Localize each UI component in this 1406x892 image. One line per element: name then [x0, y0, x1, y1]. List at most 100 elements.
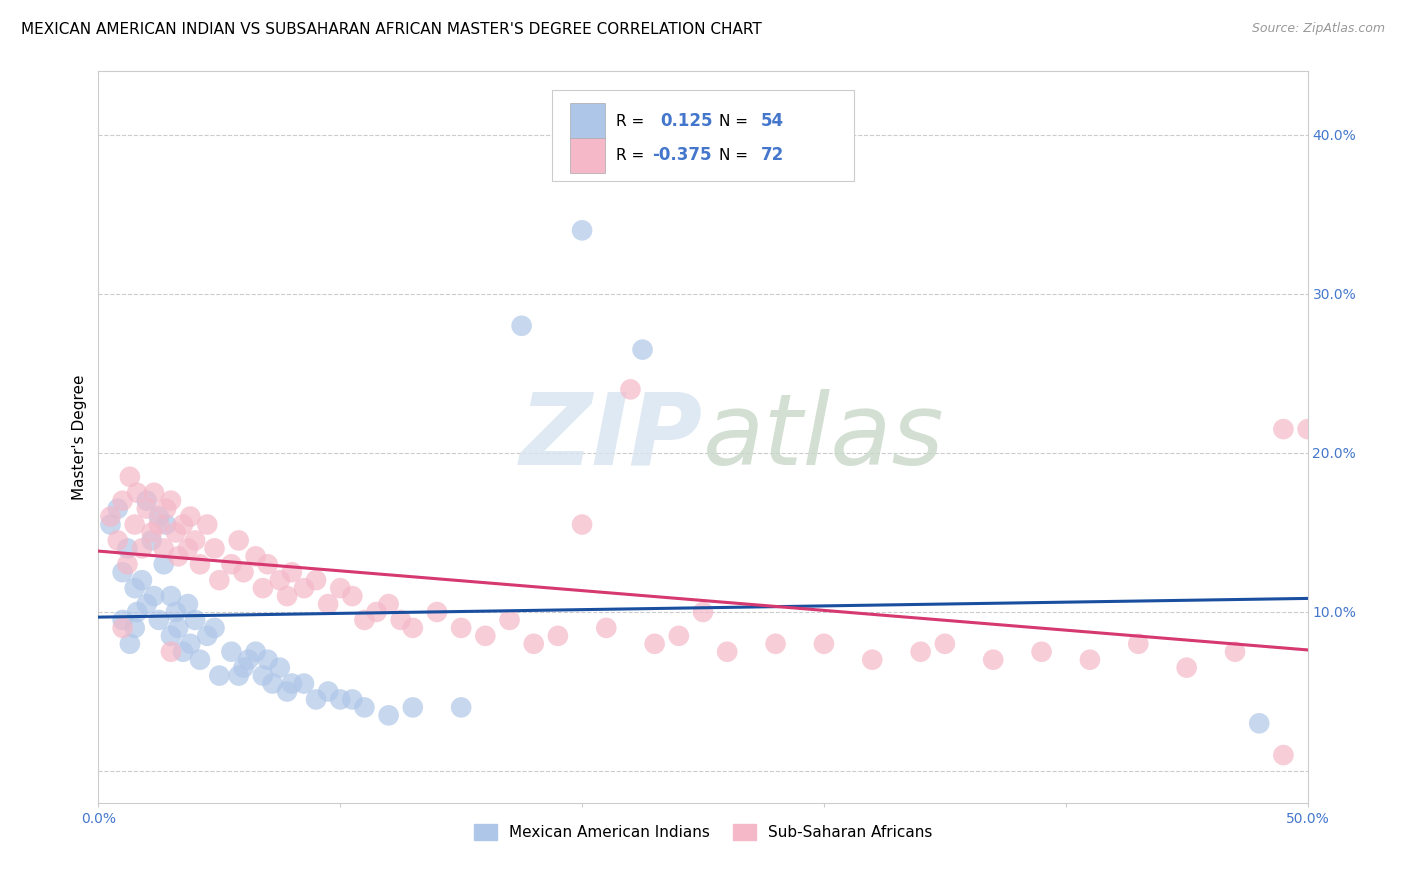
Point	[402, 700, 425, 714]
Point	[111, 621, 134, 635]
Text: ZIP: ZIP	[520, 389, 703, 485]
Point	[184, 533, 207, 548]
Point	[148, 613, 170, 627]
Point	[342, 692, 364, 706]
Point	[131, 541, 153, 556]
Point	[204, 621, 226, 635]
Point	[172, 517, 194, 532]
FancyBboxPatch shape	[551, 90, 855, 181]
Point	[292, 676, 315, 690]
Point	[177, 597, 200, 611]
Text: 0.125: 0.125	[661, 112, 713, 130]
Point	[167, 621, 190, 635]
Point	[117, 558, 139, 572]
Point	[1272, 422, 1295, 436]
Point	[228, 668, 250, 682]
Point	[269, 573, 291, 587]
Point	[228, 533, 250, 548]
Text: atlas: atlas	[703, 389, 945, 485]
Point	[1175, 660, 1198, 674]
Point	[107, 533, 129, 548]
Point	[668, 629, 690, 643]
Point	[402, 621, 425, 635]
Point	[450, 700, 472, 714]
Point	[124, 581, 146, 595]
Point	[631, 343, 654, 357]
Point	[208, 573, 231, 587]
Point	[571, 517, 593, 532]
Point	[252, 668, 274, 682]
Point	[141, 525, 163, 540]
Point	[204, 541, 226, 556]
Point	[692, 605, 714, 619]
Point	[1128, 637, 1150, 651]
FancyBboxPatch shape	[569, 137, 605, 173]
Point	[547, 629, 569, 643]
Point	[981, 653, 1004, 667]
Point	[155, 501, 177, 516]
Point	[1223, 645, 1246, 659]
Point	[256, 558, 278, 572]
Point	[305, 692, 328, 706]
Point	[1296, 422, 1319, 436]
Point	[141, 533, 163, 548]
Point	[305, 573, 328, 587]
Point	[208, 668, 231, 682]
Point	[316, 597, 339, 611]
Point	[474, 629, 496, 643]
Point	[195, 629, 218, 643]
Point	[135, 597, 157, 611]
Point	[595, 621, 617, 635]
Point	[281, 566, 304, 580]
Point	[135, 493, 157, 508]
Point	[111, 493, 134, 508]
Point	[143, 589, 166, 603]
Point	[329, 581, 352, 595]
Point	[195, 517, 218, 532]
Point	[571, 223, 593, 237]
Point	[152, 541, 174, 556]
Point	[316, 684, 339, 698]
Text: R =: R =	[616, 148, 644, 163]
Point	[510, 318, 533, 333]
Point	[160, 629, 183, 643]
Point	[100, 509, 122, 524]
Point	[353, 700, 375, 714]
Point	[262, 676, 284, 690]
Point	[165, 525, 187, 540]
Point	[644, 637, 666, 651]
Point	[160, 645, 183, 659]
Point	[148, 517, 170, 532]
Legend: Mexican American Indians, Sub-Saharan Africans: Mexican American Indians, Sub-Saharan Af…	[468, 818, 938, 847]
Point	[177, 541, 200, 556]
Point	[167, 549, 190, 564]
Point	[256, 653, 278, 667]
Point	[135, 501, 157, 516]
Point	[155, 517, 177, 532]
Point	[389, 613, 412, 627]
Point	[366, 605, 388, 619]
Text: -0.375: -0.375	[652, 146, 711, 164]
Point	[118, 637, 141, 651]
Point	[221, 558, 243, 572]
Text: N =: N =	[718, 148, 748, 163]
Point	[1249, 716, 1271, 731]
Point	[188, 558, 211, 572]
Point	[269, 660, 291, 674]
Point	[188, 653, 211, 667]
Point	[252, 581, 274, 595]
Point	[498, 613, 520, 627]
Point	[124, 517, 146, 532]
Point	[716, 645, 738, 659]
Point	[232, 660, 254, 674]
Point	[281, 676, 304, 690]
Text: Source: ZipAtlas.com: Source: ZipAtlas.com	[1251, 22, 1385, 36]
Point	[765, 637, 787, 651]
Point	[131, 573, 153, 587]
Point	[160, 493, 183, 508]
Point	[184, 613, 207, 627]
Point	[238, 653, 260, 667]
Point	[100, 517, 122, 532]
Point	[152, 558, 174, 572]
Point	[1031, 645, 1053, 659]
